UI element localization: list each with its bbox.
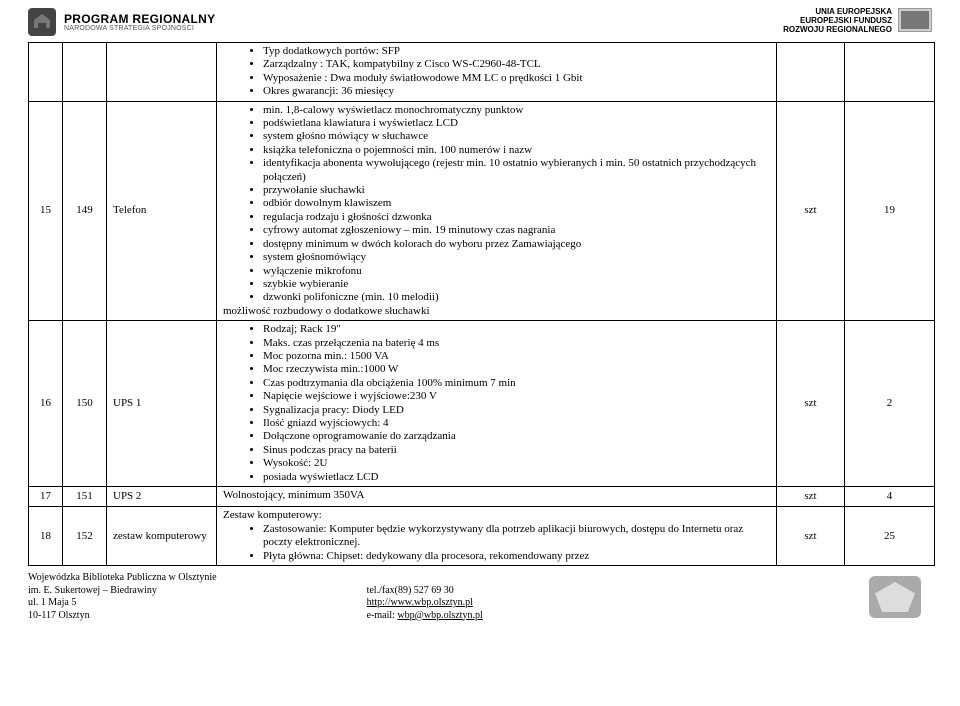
desc-list-item: Zarządzalny : TAK, kompatybilny z Cisco … bbox=[263, 58, 770, 71]
desc-list: Rodzaj; Rack 19"Maks. czas przełączenia … bbox=[223, 323, 770, 484]
program-subtitle: NARODOWA STRATEGIA SPÓJNOŚCI bbox=[64, 25, 215, 32]
cell-num: 152 bbox=[63, 507, 107, 566]
footer-mid: tel./fax(89) 527 69 30 http://www.wbp.ol… bbox=[217, 585, 858, 623]
desc-list-item: Napięcie wejściowe i wyjściowe:230 V bbox=[263, 390, 770, 403]
desc-plain-text: Zestaw komputerowy: bbox=[223, 509, 770, 522]
eu-line-3: ROZWOJU REGIONALNEGO bbox=[783, 26, 892, 35]
desc-list-item: przywołanie słuchawki bbox=[263, 184, 770, 197]
desc-list-item: system głośno mówiący w słuchawce bbox=[263, 130, 770, 143]
desc-list-item: identyfikacja abonenta wywołującego (rej… bbox=[263, 157, 770, 184]
cell-description: Zestaw komputerowy:Zastosowanie: Kompute… bbox=[217, 507, 777, 566]
cell-unit bbox=[777, 43, 845, 102]
desc-list-item: Zastosowanie: Komputer będzie wykorzysty… bbox=[263, 523, 770, 550]
footer-left-line: Wojewódzka Biblioteka Publiczna w Olszty… bbox=[28, 572, 217, 585]
desc-list-item: min. 1,8-calowy wyświetlacz monochromaty… bbox=[263, 104, 770, 117]
cell-description: Rodzaj; Rack 19"Maks. czas przełączenia … bbox=[217, 321, 777, 487]
cell-name: zestaw komputerowy bbox=[107, 507, 217, 566]
program-logo-icon bbox=[28, 8, 56, 36]
footer-web-link[interactable]: http://www.wbp.olsztyn.pl bbox=[367, 597, 473, 608]
cell-unit: szt bbox=[777, 507, 845, 566]
desc-list-item: odbiór dowolnym klawiszem bbox=[263, 197, 770, 210]
footer-left-line: im. E. Sukertowej – Biedrawiny bbox=[28, 585, 217, 598]
desc-list-item: książka telefoniczna o pojemności min. 1… bbox=[263, 144, 770, 157]
eu-flag-icon bbox=[898, 8, 932, 32]
cell-lp: 16 bbox=[29, 321, 63, 487]
desc-list-item: Moc pozorna min.: 1500 VA bbox=[263, 350, 770, 363]
desc-list-item: Wysokość: 2U bbox=[263, 457, 770, 470]
desc-list-item: podświetlana klawiatura i wyświetlacz LC… bbox=[263, 117, 770, 130]
program-title: PROGRAM REGIONALNY bbox=[64, 13, 215, 25]
footer-email-prefix: e-mail: bbox=[367, 610, 398, 621]
table-row: 18152zestaw komputerowyZestaw komputerow… bbox=[29, 507, 935, 566]
desc-list-item: szybkie wybieranie bbox=[263, 278, 770, 291]
desc-list-item: posiada wyświetlacz LCD bbox=[263, 471, 770, 484]
footer: Wojewódzka Biblioteka Publiczna w Olszty… bbox=[0, 566, 960, 622]
cell-qty: 2 bbox=[845, 321, 935, 487]
desc-list-item: Czas podtrzymania dla obciążenia 100% mi… bbox=[263, 377, 770, 390]
table-row: 15149Telefon min. 1,8-calowy wyświetlacz … bbox=[29, 101, 935, 321]
desc-list-item: Ilość gniazd wyjściowych: 4 bbox=[263, 417, 770, 430]
desc-plain-text: Wolnostojący, minimum 350VA bbox=[223, 489, 770, 502]
cell-num bbox=[63, 43, 107, 102]
cell-num: 150 bbox=[63, 321, 107, 487]
footer-left: Wojewódzka Biblioteka Publiczna w Olszty… bbox=[28, 572, 217, 622]
desc-tail-text: możliwość rozbudowy o dodatkowe słuchawk… bbox=[223, 305, 770, 318]
cell-name: Telefon bbox=[107, 101, 217, 321]
cell-name: UPS 1 bbox=[107, 321, 217, 487]
footer-right bbox=[858, 572, 932, 622]
table-row: Typ dodatkowych portów: SFPZarządzalny :… bbox=[29, 43, 935, 102]
cell-unit: szt bbox=[777, 101, 845, 321]
desc-list-item: Dołączone oprogramowanie do zarządzania bbox=[263, 430, 770, 443]
cell-qty: 4 bbox=[845, 487, 935, 507]
desc-list-item: Typ dodatkowych portów: SFP bbox=[263, 45, 770, 58]
desc-list-item: Rodzaj; Rack 19" bbox=[263, 323, 770, 336]
desc-list-item: dzwonki polifoniczne (min. 10 melodii) bbox=[263, 291, 770, 304]
cell-lp: 15 bbox=[29, 101, 63, 321]
desc-list: Zastosowanie: Komputer będzie wykorzysty… bbox=[223, 523, 770, 563]
desc-list-item: regulacja rodzaju i głośności dzwonka bbox=[263, 211, 770, 224]
spec-table: Typ dodatkowych portów: SFPZarządzalny :… bbox=[28, 42, 935, 566]
cell-description: Wolnostojący, minimum 350VA bbox=[217, 487, 777, 507]
cell-lp: 17 bbox=[29, 487, 63, 507]
cell-qty: 19 bbox=[845, 101, 935, 321]
desc-list-item: cyfrowy automat zgłoszeniowy – min. 19 m… bbox=[263, 224, 770, 237]
header-right: UNIA EUROPEJSKA EUROPEJSKI FUNDUSZ ROZWO… bbox=[783, 8, 932, 34]
desc-list: min. 1,8-calowy wyświetlacz monochromaty… bbox=[223, 104, 770, 305]
cell-unit: szt bbox=[777, 487, 845, 507]
desc-list-item: wyłączenie mikrofonu bbox=[263, 265, 770, 278]
footer-left-line: ul. 1 Maja 5 bbox=[28, 597, 217, 610]
cell-num: 149 bbox=[63, 101, 107, 321]
cell-lp: 18 bbox=[29, 507, 63, 566]
cell-lp bbox=[29, 43, 63, 102]
footer-phone: tel./fax(89) 527 69 30 bbox=[367, 585, 858, 598]
desc-list-item: Sinus podczas pracy na baterii bbox=[263, 444, 770, 457]
desc-list-item: Wyposażenie : Dwa moduły światłowodowe M… bbox=[263, 72, 770, 85]
desc-list-item: Płyta główna: Chipset: dedykowany dla pr… bbox=[263, 550, 770, 563]
cell-qty: 25 bbox=[845, 507, 935, 566]
desc-list-item: Okres gwarancji: 36 miesięcy bbox=[263, 85, 770, 98]
header: PROGRAM REGIONALNY NARODOWA STRATEGIA SP… bbox=[0, 0, 960, 40]
footer-logo-icon bbox=[869, 576, 921, 618]
table-row: 16150UPS 1Rodzaj; Rack 19"Maks. czas prz… bbox=[29, 321, 935, 487]
desc-list-item: system głośnomówiący bbox=[263, 251, 770, 264]
cell-name: UPS 2 bbox=[107, 487, 217, 507]
footer-email-link[interactable]: wbp@wbp.olsztyn.pl bbox=[397, 610, 482, 621]
desc-list-item: Maks. czas przełączenia na baterię 4 ms bbox=[263, 337, 770, 350]
desc-list-item: Sygnalizacja pracy: Diody LED bbox=[263, 404, 770, 417]
cell-unit: szt bbox=[777, 321, 845, 487]
cell-name bbox=[107, 43, 217, 102]
cell-num: 151 bbox=[63, 487, 107, 507]
program-text: PROGRAM REGIONALNY NARODOWA STRATEGIA SP… bbox=[64, 13, 215, 32]
footer-left-line: 10-117 Olsztyn bbox=[28, 610, 217, 623]
table-row: 17151UPS 2 Wolnostojący, minimum 350VA szt… bbox=[29, 487, 935, 507]
cell-description: Typ dodatkowych portów: SFPZarządzalny :… bbox=[217, 43, 777, 102]
desc-list: Typ dodatkowych portów: SFPZarządzalny :… bbox=[223, 45, 770, 99]
eu-text: UNIA EUROPEJSKA EUROPEJSKI FUNDUSZ ROZWO… bbox=[783, 8, 892, 34]
header-left: PROGRAM REGIONALNY NARODOWA STRATEGIA SP… bbox=[28, 8, 215, 36]
desc-list-item: dostępny minimum w dwóch kolorach do wyb… bbox=[263, 238, 770, 251]
cell-description: min. 1,8-calowy wyświetlacz monochromaty… bbox=[217, 101, 777, 321]
cell-qty bbox=[845, 43, 935, 102]
desc-list-item: Moc rzeczywista min.:1000 W bbox=[263, 363, 770, 376]
